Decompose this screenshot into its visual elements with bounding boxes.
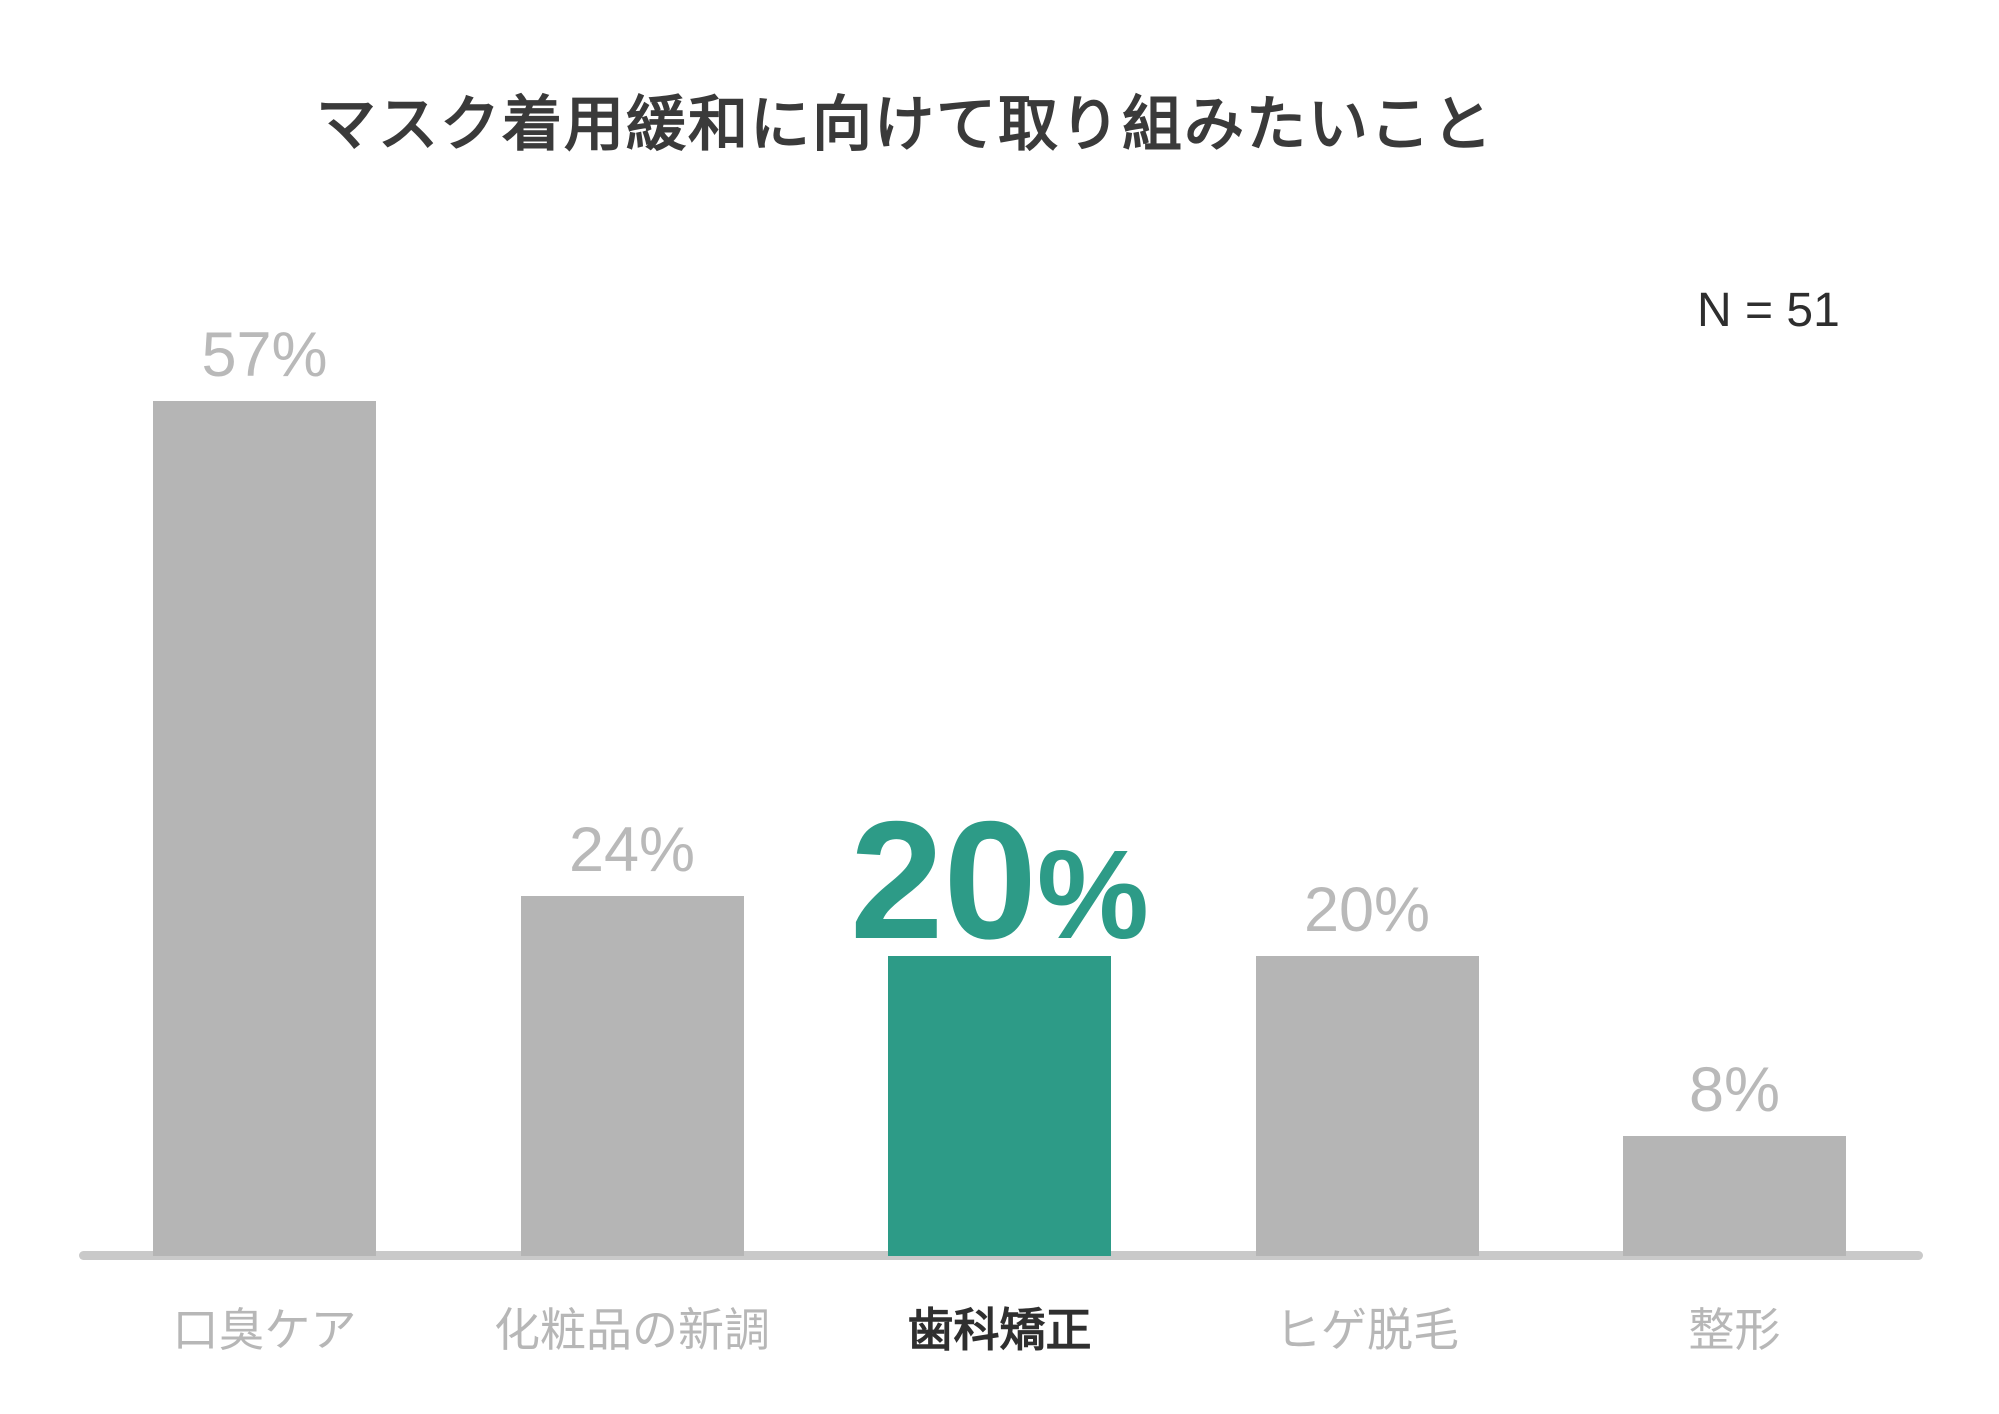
category-label-1: 口臭ケア xyxy=(172,1304,357,1356)
bar-value-label-2: 24% xyxy=(568,815,696,885)
bar-2 xyxy=(520,896,744,1256)
sample-size-label: N = 51 xyxy=(1697,284,1840,337)
bar-value-label-3: 20% xyxy=(850,796,1149,964)
bar-1 xyxy=(153,401,376,1256)
plot-area: 57% 24% 20% 20% 8% xyxy=(153,0,1846,1256)
bar-column-2: 24% xyxy=(520,815,744,1256)
bar-value-label-1: 57% xyxy=(201,320,328,390)
bar-3 xyxy=(888,956,1111,1256)
highlight-percent-sign: % xyxy=(1036,824,1149,965)
bar-value-label-4: 20% xyxy=(1303,875,1431,945)
bar-value-label-5: 8% xyxy=(1688,1055,1781,1125)
category-column-4: ヒゲ脱毛 xyxy=(1256,1303,1479,1358)
category-column-1: 口臭ケア xyxy=(153,1303,376,1358)
category-label-3: 歯科矯正 xyxy=(907,1304,1092,1356)
category-column-2: 化粧品の新調 xyxy=(494,1303,770,1358)
bar-column-1: 57% xyxy=(153,324,376,1256)
bar-4 xyxy=(1255,956,1479,1256)
category-label-2: 化粧品の新調 xyxy=(494,1304,770,1356)
chart-title: マスク着用緩和に向けて取り組みたいこと xyxy=(316,91,1494,158)
bar-5 xyxy=(1623,1136,1846,1256)
category-label-4: ヒゲ脱毛 xyxy=(1275,1304,1459,1356)
highlight-value-number: 20 xyxy=(850,786,1037,974)
category-labels-row: 口臭ケア 化粧品の新調 歯科矯正 ヒゲ脱毛 整形 xyxy=(153,1303,1846,1358)
bar-column-4: 20% xyxy=(1255,875,1479,1256)
category-label-5: 整形 xyxy=(1688,1304,1781,1356)
bar-column-3: 20% xyxy=(850,796,1149,1256)
category-column-3: 歯科矯正 xyxy=(888,1303,1111,1358)
bar-column-5: 8% xyxy=(1623,1059,1846,1256)
category-column-5: 整形 xyxy=(1623,1303,1846,1358)
